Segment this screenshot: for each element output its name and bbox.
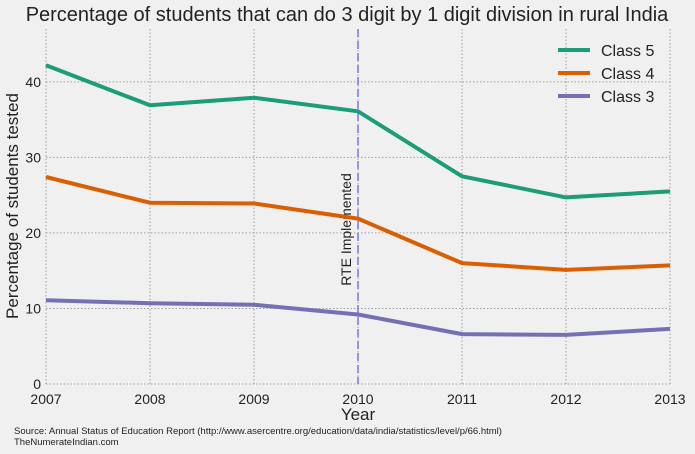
source-line: Source: Annual Status of Education Repor…	[14, 426, 502, 437]
series-line-class-4	[45, 175, 671, 272]
legend-label-class-5: Class 5	[601, 43, 654, 60]
y-tick-label: 30	[25, 149, 41, 165]
x-tick-label: 2008	[134, 391, 165, 407]
y-tick-labels: 0 10 20 30 40	[25, 74, 41, 392]
source-credit: TheNumerateIndian.com	[14, 437, 119, 448]
y-tick-label: 0	[33, 376, 41, 392]
series-lines	[45, 63, 671, 337]
x-tick-label: 2009	[238, 391, 269, 407]
rte-annotation-label: RTE Implemented	[338, 173, 354, 286]
chart-title: Percentage of students that can do 3 dig…	[26, 4, 669, 26]
y-tick-label: 20	[25, 225, 41, 241]
annotation: RTE Implemented	[338, 29, 359, 384]
legend-label-class-4: Class 4	[601, 66, 654, 83]
y-tick-label: 10	[25, 300, 41, 316]
x-axis-title: Year	[341, 405, 376, 424]
x-tick-label: 2011	[447, 391, 477, 407]
series-line-class-5	[45, 63, 671, 200]
source-note: Source: Annual Status of Education Repor…	[14, 426, 502, 448]
x-tick-label: 2007	[30, 391, 61, 407]
x-tick-labels: 2007 2008 2009 2010 2011 2012 2013	[30, 391, 685, 407]
y-tick-label: 40	[25, 74, 41, 90]
x-tick-label: 2010	[342, 391, 373, 407]
series-line-class-3	[45, 298, 671, 337]
legend-label-class-3: Class 3	[601, 89, 654, 106]
x-tick-label: 2013	[654, 391, 685, 407]
x-tick-label: 2012	[550, 391, 581, 407]
y-axis-title: Percentage of students tested	[3, 93, 22, 319]
legend: Class 5 Class 4 Class 3	[558, 43, 654, 106]
